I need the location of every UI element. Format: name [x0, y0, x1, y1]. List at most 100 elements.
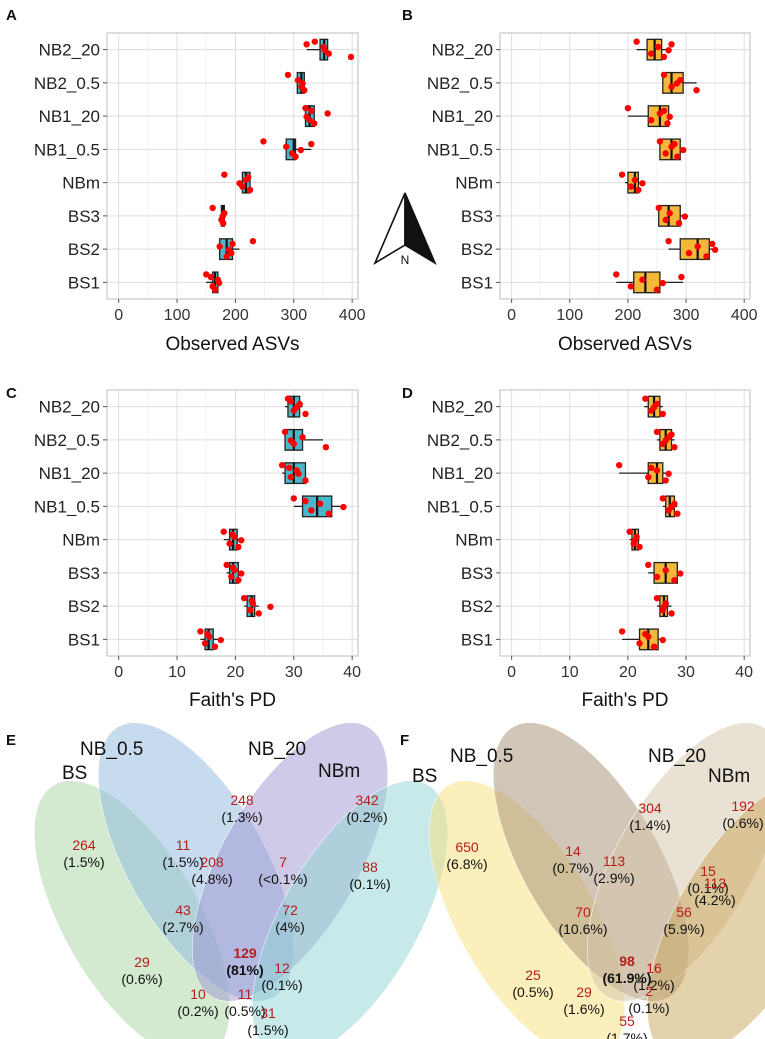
panel-label: A — [6, 7, 17, 24]
data-point — [668, 503, 675, 511]
boxplot-panel-C: C 0 10 20 30 40 NB2_20 NB2_0.5 NB1_20 NB1_0.5 NBm B… — [6, 385, 361, 711]
data-point — [662, 477, 669, 484]
x-tick-label: 10 — [168, 664, 186, 681]
data-point — [662, 567, 669, 574]
data-point — [283, 143, 290, 150]
venn-region-count: 208 — [200, 854, 224, 870]
data-point — [260, 138, 267, 145]
y-category-label: BS1 — [461, 630, 493, 649]
data-point — [302, 477, 309, 484]
data-point — [626, 528, 633, 535]
data-point — [311, 38, 319, 45]
data-point — [674, 153, 681, 160]
data-point — [660, 71, 668, 79]
data-point — [248, 597, 255, 605]
venn-region-count: 88 — [362, 859, 378, 875]
data-point — [297, 146, 304, 154]
data-point — [228, 573, 235, 581]
venn-set-label: NB_20 — [648, 746, 706, 767]
y-category-label: BS3 — [461, 207, 493, 226]
x-tick-label: 100 — [164, 307, 191, 324]
data-point — [287, 398, 295, 405]
venn-region-count: 25 — [525, 967, 541, 983]
data-point — [325, 510, 333, 517]
data-point — [308, 140, 315, 148]
plot-frame — [499, 389, 751, 657]
data-point — [668, 83, 675, 91]
data-point — [347, 53, 355, 61]
venn-region-percent: (0.5%) — [224, 1003, 265, 1019]
data-point — [653, 573, 661, 581]
venn-region-percent: (0.7%) — [552, 860, 593, 876]
data-point — [662, 216, 669, 224]
data-point — [671, 443, 678, 451]
venn-region-count: 29 — [134, 954, 150, 970]
data-point — [694, 243, 701, 250]
venn-region-count: 43 — [175, 902, 191, 918]
x-tick-label: 20 — [227, 664, 245, 681]
data-point — [287, 473, 295, 481]
venn-region-count: 342 — [355, 792, 379, 808]
data-point — [246, 606, 254, 614]
data-point — [209, 204, 216, 212]
boxplot-panel-A: A 0 100 200 300 400 NB2_20 NB2_0.5 NB1_20 NB1_0.5… — [6, 7, 366, 355]
data-point — [636, 543, 643, 551]
venn-region-percent: (4.2%) — [694, 892, 735, 908]
data-point — [216, 243, 223, 250]
data-point — [647, 50, 655, 57]
x-tick-label: 10 — [561, 664, 579, 681]
compass-arrow-right — [404, 192, 437, 265]
venn-region-percent: (0.1%) — [349, 876, 390, 892]
data-point — [660, 107, 668, 115]
data-point — [647, 464, 655, 472]
compass: N — [373, 192, 437, 267]
data-point — [653, 428, 661, 436]
y-category-label: BS2 — [461, 240, 493, 259]
panel-label: D — [402, 385, 413, 402]
y-category-label: NB2_0.5 — [34, 74, 100, 93]
data-point — [653, 286, 661, 293]
data-point — [238, 570, 245, 577]
venn-region-count: 11 — [176, 837, 191, 853]
data-point — [308, 107, 315, 115]
data-point — [302, 104, 309, 112]
venn-region-percent: (81%) — [226, 962, 263, 978]
box — [662, 71, 684, 94]
data-point — [677, 570, 684, 577]
venn-region-count: 2 — [645, 983, 653, 999]
data-point — [642, 630, 649, 638]
venn-region-count: 113 — [704, 875, 727, 891]
data-point — [229, 531, 236, 538]
x-tick-label: 200 — [615, 307, 642, 324]
venn-set-label: NB_0.5 — [80, 739, 143, 760]
x-tick-label: 200 — [222, 307, 249, 324]
data-point — [653, 594, 661, 602]
data-point — [303, 113, 310, 120]
data-point — [245, 174, 252, 181]
data-point — [709, 240, 716, 248]
data-point — [659, 495, 666, 502]
compass-label: N — [401, 253, 410, 267]
venn-region-percent: (0.2%) — [177, 1003, 218, 1019]
data-point — [223, 253, 230, 260]
data-point — [636, 640, 643, 647]
venn-region-percent: (1.7%) — [606, 1030, 647, 1039]
y-category-label: NB2_20 — [39, 41, 100, 60]
venn-region-count: 129 — [233, 945, 257, 961]
data-point — [238, 537, 245, 544]
data-point — [650, 643, 658, 650]
data-point — [290, 495, 297, 502]
x-tick-label: 100 — [556, 307, 583, 324]
x-tick-label: 40 — [735, 664, 753, 681]
data-point — [340, 503, 347, 511]
data-point — [693, 86, 700, 94]
data-point — [311, 120, 318, 127]
data-point — [236, 180, 243, 187]
y-category-label: NB1_0.5 — [34, 140, 100, 159]
venn-region-count: 72 — [282, 902, 298, 918]
data-point — [293, 404, 300, 411]
data-point — [197, 628, 204, 635]
venn-region-percent: (1.5%) — [247, 1022, 288, 1038]
data-point — [211, 286, 219, 293]
